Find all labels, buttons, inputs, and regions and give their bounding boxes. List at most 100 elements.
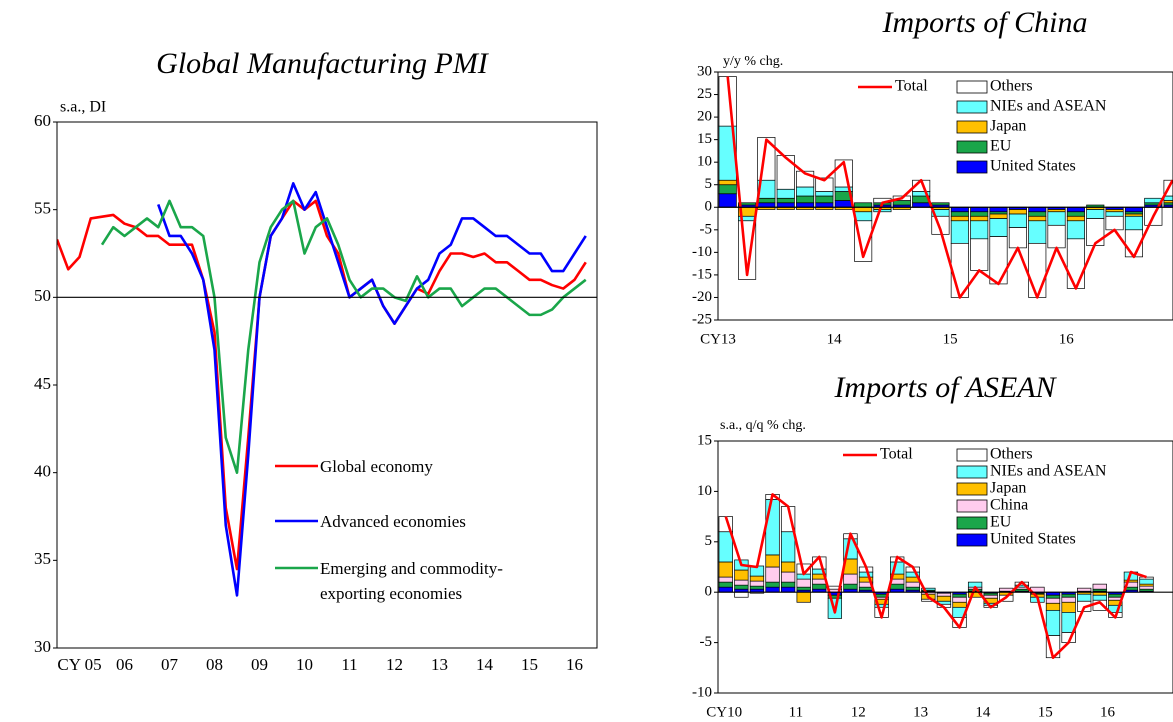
x-tick-label: 11 [789,704,803,720]
legend-label: EU [990,138,1012,155]
x-tick-label: 10 [296,655,313,674]
bar-segment [970,206,989,213]
y-tick-label: 0 [705,584,713,600]
legend-swatch [956,448,988,462]
y-tick-label: 5 [705,533,713,549]
bar-segment [1066,220,1085,240]
bar-segment [796,195,815,204]
x-tick-label: 15 [943,331,958,347]
bar-segment [936,595,952,602]
bar-segment [718,184,737,195]
legend-label: Global economy [320,457,433,476]
bar-segment [1139,578,1154,585]
bar-segment [1028,220,1047,244]
x-tick-label: 14 [476,655,494,674]
x-tick-label: CY10 [706,704,742,720]
legend-swatch [956,482,988,496]
bar-segment [905,586,920,591]
bar-segment [757,197,776,204]
legend-swatch [956,80,988,94]
unit-label: y/y % chg. [723,54,783,69]
legend-label: NIEs and ASEAN [990,463,1107,480]
bar-segment [970,211,989,217]
bar-segment [983,594,998,599]
bar-segment [780,561,796,573]
bar-segment [905,581,920,588]
bar-segment [815,191,834,197]
x-tick-label: 12 [851,704,866,720]
legend-swatch [956,533,988,547]
bar-segment [765,499,780,556]
unit-label: s.a., q/q % chg. [720,418,806,433]
series-line [100,199,587,474]
bar-segment [1045,602,1061,611]
bar-segment [812,583,827,590]
y-tick-label: -25 [692,311,712,327]
bar-segment [854,206,873,213]
bar-segment [834,200,853,208]
bar-segment [1066,215,1085,222]
y-tick-label: 55 [34,199,51,218]
bar-segment [749,585,765,590]
legend-label: Japan [990,118,1026,135]
bar-segment [858,571,874,578]
bar-segment [734,591,749,598]
bar-segment [1124,215,1143,231]
bar-segment [921,587,936,591]
bar-segment [734,579,749,586]
bar-segment [1066,211,1085,217]
bar-segment [776,202,795,208]
legend-swatch [956,140,988,154]
bar-segment [1028,206,1047,213]
x-tick-label: 06 [116,655,133,674]
x-tick-label: 13 [913,704,928,720]
x-tick-label: 16 [1059,331,1075,347]
x-tick-label: CY 05 [57,655,101,674]
bar-segment [780,586,796,593]
legend-swatch [956,499,988,513]
y-tick-label: 20 [697,109,712,125]
bar-segment [950,220,969,244]
bar-segment [718,179,737,186]
y-tick-label: 0 [705,199,713,215]
bar-segment [1124,206,1143,213]
chart-title: Imports of China [881,6,1087,39]
bar-segment [815,202,834,208]
legend-swatch [956,120,988,134]
bar-segment [796,186,815,197]
bar-segment [796,591,811,603]
series-line [724,493,1147,660]
chart-title: Global Manufacturing PMI [156,47,490,80]
bar-segment [738,202,757,206]
bar-segment [815,177,834,192]
y-tick-label: 10 [697,154,712,170]
bar-segment [952,593,967,598]
bar-segment [989,236,1008,285]
legend-label: Others [990,78,1033,95]
bar-segment [796,578,811,588]
x-tick-label: 15 [1038,704,1053,720]
bar-segment [815,195,834,204]
plot [718,493,1154,660]
bar-segment [1105,215,1124,231]
legend-label: Emerging and commodity-exporting economi… [320,559,503,603]
x-tick-label: CY13 [700,331,736,347]
bar-segment [970,215,989,222]
bar-segment [765,581,780,588]
legend-label: Others [990,446,1033,463]
bar-segment [952,596,967,603]
y-tick-label: -15 [692,266,712,282]
y-tick-label: 15 [697,131,712,147]
x-tick-label: 07 [161,655,179,674]
bar-segment [1086,209,1105,219]
legend-label: United States [990,158,1076,175]
x-tick-label: 08 [206,655,223,674]
y-tick-label: -10 [692,684,712,700]
bar-segment [989,218,1008,237]
bar-segment [780,581,796,588]
unit-label: s.a., DI [60,99,106,116]
y-tick-label: 10 [697,483,712,499]
bar-segment [1105,211,1124,217]
